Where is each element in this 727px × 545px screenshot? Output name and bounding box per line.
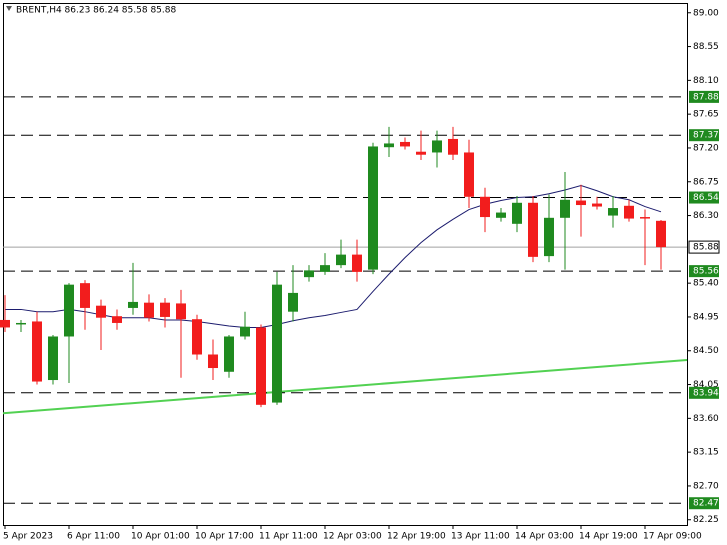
x-tick-label: 6 Apr 11:00 (67, 532, 120, 542)
candle-body (288, 292, 298, 312)
candle-body (528, 202, 538, 257)
y-tick-label: 86.30 (693, 211, 719, 221)
x-tick-label: 11 Apr 11:00 (259, 532, 318, 542)
y-tick-label: 83.15 (693, 448, 719, 458)
y-tick-label: 88.10 (693, 76, 719, 86)
candle-body (144, 302, 154, 318)
candle-body (624, 205, 634, 219)
level-label: 83.94 (693, 388, 719, 398)
candle-body (160, 302, 170, 317)
candle-body (128, 301, 138, 308)
candle-body (192, 319, 202, 355)
y-tick-label: 84.95 (693, 312, 719, 322)
level-label-box (689, 265, 719, 278)
level-label-box (689, 497, 719, 510)
chart-title: BRENT,H4 86.23 86.24 85.58 85.88 (16, 6, 176, 16)
candle-body (384, 143, 394, 148)
candle-body (640, 217, 650, 219)
candle-body (208, 354, 218, 369)
x-tick-label: 14 Apr 03:00 (515, 532, 574, 542)
candle-body (480, 196, 490, 218)
y-tick-label: 86.75 (693, 177, 719, 187)
candle-body (464, 152, 474, 197)
candle-body (176, 303, 186, 320)
candle-body (320, 265, 330, 272)
level-label: 85.56 (693, 267, 719, 277)
level-label-box (689, 386, 719, 399)
candle-body (224, 336, 234, 372)
y-tick-label: 82.25 (693, 515, 719, 525)
candle-body (32, 321, 42, 382)
candle-body (592, 203, 602, 207)
x-tick-label: 13 Apr 11:00 (451, 532, 510, 542)
y-tick-label: 83.60 (693, 414, 719, 424)
level-label: 86.54 (693, 193, 719, 203)
y-tick-label: 87.20 (693, 143, 719, 153)
x-tick-label: 14 Apr 19:00 (579, 532, 638, 542)
current-price-label: 85.88 (693, 243, 719, 253)
candle-body (352, 254, 362, 272)
candle-body (560, 199, 570, 218)
candle-body (0, 319, 10, 328)
candle-body (512, 202, 522, 224)
trendline (2, 358, 688, 415)
candle-body (544, 217, 554, 257)
symbol-icon (6, 6, 12, 11)
x-tick-label: 10 Apr 17:00 (195, 532, 254, 542)
level-label-box (689, 90, 719, 103)
y-tick-label: 84.05 (693, 380, 719, 390)
candle-body (576, 200, 586, 206)
candle-body (656, 220, 666, 248)
candle-body (112, 316, 122, 323)
x-tick-label: 17 Apr 09:00 (643, 532, 702, 542)
level-label-box (689, 191, 719, 204)
current-price-box (688, 240, 720, 254)
y-tick-label: 82.70 (693, 481, 719, 491)
x-tick-label: 10 Apr 01:00 (131, 532, 190, 542)
candle-body (16, 322, 26, 325)
candle-body (80, 283, 90, 308)
level-label: 87.37 (693, 131, 719, 141)
level-label-box (689, 129, 719, 142)
candle-body (416, 151, 426, 155)
y-tick-label: 88.55 (693, 42, 719, 52)
candle-body (368, 146, 378, 270)
x-tick-label: 12 Apr 03:00 (323, 532, 382, 542)
y-tick-label: 89.00 (693, 8, 719, 18)
candle-body (96, 305, 106, 318)
candle-body (608, 208, 618, 216)
y-tick-label: 87.65 (693, 110, 719, 120)
candle-body (432, 140, 442, 153)
x-tick-label: 12 Apr 19:00 (387, 532, 446, 542)
level-label: 82.47 (693, 499, 719, 509)
candle-body (256, 327, 266, 405)
candle-body (48, 336, 58, 381)
y-tick-label: 85.40 (693, 279, 719, 289)
candle-body (240, 326, 250, 337)
level-label: 87.88 (693, 92, 719, 102)
y-tick-label: 84.50 (693, 346, 719, 356)
candle-body (448, 138, 458, 155)
candle-body (64, 284, 74, 337)
x-tick-label: 5 Apr 2023 (3, 532, 53, 542)
candle-body (496, 212, 506, 218)
candle-body (336, 254, 346, 266)
candle-body (400, 141, 410, 147)
candle-body (304, 270, 314, 278)
candle-body (272, 284, 282, 403)
